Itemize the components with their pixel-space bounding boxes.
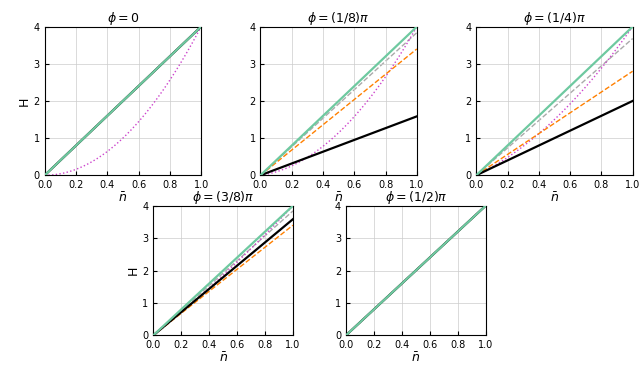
X-axis label: $\bar{n}$: $\bar{n}$	[412, 352, 420, 365]
X-axis label: $\bar{n}$: $\bar{n}$	[118, 192, 127, 205]
X-axis label: $\bar{n}$: $\bar{n}$	[550, 192, 559, 205]
Y-axis label: H: H	[127, 266, 139, 275]
X-axis label: $\bar{n}$: $\bar{n}$	[219, 352, 227, 365]
Title: $\phi=0$: $\phi=0$	[107, 10, 139, 27]
Title: $\phi=(1/2)\pi$: $\phi=(1/2)\pi$	[385, 189, 447, 206]
Title: $\phi=(3/8)\pi$: $\phi=(3/8)\pi$	[192, 189, 254, 206]
Title: $\phi=(1/4)\pi$: $\phi=(1/4)\pi$	[523, 10, 586, 27]
Y-axis label: H: H	[18, 96, 31, 106]
Title: $\phi=(1/8)\pi$: $\phi=(1/8)\pi$	[307, 10, 370, 27]
X-axis label: $\bar{n}$: $\bar{n}$	[334, 192, 343, 205]
